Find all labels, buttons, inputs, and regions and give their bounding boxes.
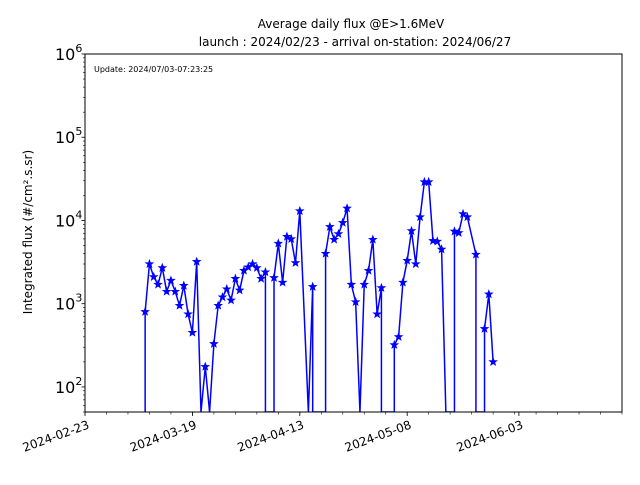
- data-point-marker: [320, 248, 331, 258]
- chart-title-line-2: launch : 2024/02/23 - arrival on-station…: [199, 35, 511, 49]
- update-timestamp: Update: 2024/07/03-07:23:25: [94, 65, 213, 74]
- data-point-marker: [488, 356, 498, 366]
- data-point-marker: [393, 331, 404, 341]
- data-point-marker: [252, 262, 262, 272]
- y-tick-label-exponent: 4: [75, 208, 82, 221]
- y-tick-label: 106: [55, 42, 82, 64]
- data-point-marker: [398, 277, 408, 287]
- data-point-marker: [153, 279, 163, 289]
- data-point-marker: [290, 257, 301, 267]
- data-point-marker: [342, 203, 352, 213]
- y-tick-label-exponent: 5: [75, 125, 82, 138]
- data-point-marker: [432, 236, 443, 246]
- data-point-marker: [144, 258, 155, 269]
- data-point-marker: [333, 228, 344, 238]
- series-group: [140, 176, 498, 412]
- y-tick-label-exponent: 2: [75, 375, 82, 388]
- y-tick-label-base: 10: [55, 295, 75, 314]
- data-point-marker: [191, 256, 202, 266]
- data-point-marker: [329, 234, 339, 244]
- data-point-marker: [277, 277, 288, 287]
- y-tick-label: 104: [55, 208, 82, 230]
- data-point-marker: [410, 258, 421, 269]
- y-tick-label-base: 10: [55, 211, 75, 230]
- plot-frame: [84, 53, 623, 413]
- data-point-marker: [230, 273, 241, 283]
- y-tick-label: 102: [55, 375, 82, 397]
- y-tick-label-base: 10: [55, 128, 75, 147]
- data-point-marker: [260, 267, 271, 277]
- data-point-marker: [346, 279, 357, 289]
- chart-title-line-1: Average daily flux @E>1.6MeV: [258, 17, 445, 31]
- data-point-marker: [484, 289, 494, 299]
- y-tick-label-exponent: 6: [75, 42, 82, 55]
- data-point-marker: [256, 273, 266, 283]
- data-point-marker: [294, 205, 305, 216]
- data-point-marker: [157, 262, 168, 272]
- data-point-marker: [273, 238, 284, 248]
- data-point-marker: [170, 286, 181, 296]
- data-point-marker: [337, 217, 348, 227]
- y-tick-label-base: 10: [55, 45, 75, 64]
- data-point-marker: [307, 281, 318, 291]
- data-point-marker: [359, 279, 370, 289]
- data-point-marker: [234, 285, 245, 295]
- data-point-marker: [423, 176, 434, 187]
- data-point-marker: [269, 272, 279, 282]
- y-tick-label: 103: [55, 292, 82, 314]
- data-point-marker: [140, 306, 150, 316]
- data-point-marker: [449, 226, 460, 236]
- data-point-marker: [350, 296, 361, 307]
- data-point-marker: [174, 300, 185, 310]
- data-point-marker: [462, 211, 473, 222]
- data-point-marker: [415, 211, 425, 222]
- data-point-marker: [183, 309, 193, 319]
- data-point-marker: [471, 249, 481, 259]
- data-point-marker: [363, 265, 374, 275]
- data-point-marker: [479, 323, 490, 333]
- data-point-marker: [428, 235, 438, 245]
- y-tick-label-exponent: 3: [75, 292, 82, 305]
- data-point-marker: [178, 280, 189, 290]
- data-point-marker: [389, 339, 400, 349]
- y-axis-label: Integrated flux (#/cm².s.sr): [21, 150, 35, 314]
- data-point-marker: [161, 286, 172, 296]
- data-point-marker: [286, 233, 297, 244]
- data-point-marker: [148, 271, 159, 281]
- data-point-marker: [436, 244, 447, 254]
- data-point-marker: [217, 292, 228, 302]
- y-tick-label: 105: [55, 125, 82, 147]
- plot-area: [140, 176, 498, 412]
- data-point-marker: [325, 221, 335, 231]
- data-point-marker: [372, 309, 382, 319]
- data-point-marker: [226, 295, 236, 305]
- data-point-marker: [200, 361, 211, 371]
- data-point-marker: [209, 338, 219, 348]
- data-point-marker: [166, 275, 176, 285]
- data-point-marker: [402, 255, 413, 265]
- data-point-marker: [406, 225, 417, 235]
- data-point-marker: [221, 283, 232, 294]
- data-point-marker: [247, 258, 258, 269]
- data-point-marker: [187, 327, 198, 337]
- data-point-marker: [213, 300, 223, 310]
- data-point-marker: [376, 282, 387, 292]
- y-tick-label-base: 10: [55, 378, 75, 397]
- data-point-marker: [368, 234, 378, 244]
- data-point-marker: [453, 227, 464, 237]
- data-point-marker: [282, 231, 292, 241]
